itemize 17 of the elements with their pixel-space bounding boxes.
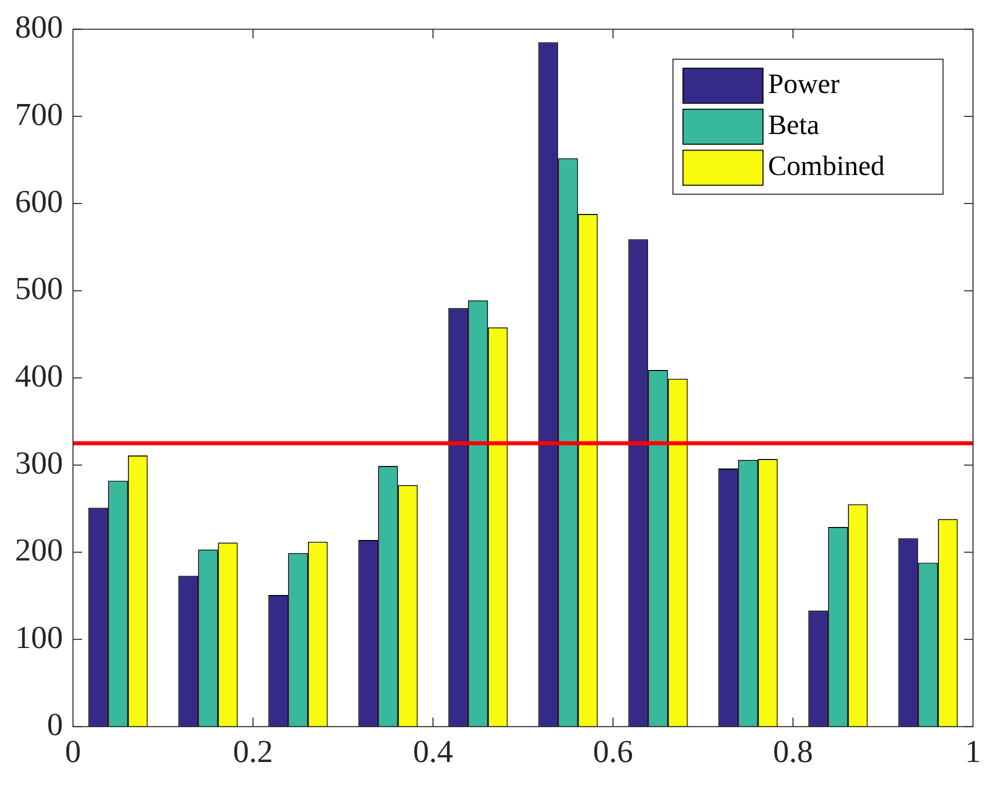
y-tick-label: 800: [15, 8, 63, 45]
x-tick-label: 0.2: [233, 733, 273, 770]
x-tick-label: 0.8: [773, 733, 813, 770]
legend-label: Beta: [768, 110, 820, 142]
y-tick-label: 600: [15, 182, 63, 219]
y-tick-label: 200: [15, 532, 63, 568]
legend-label: Power: [768, 69, 840, 100]
y-tick-label: 100: [15, 618, 63, 655]
x-tick-label: 0.6: [593, 733, 633, 770]
x-tick-label: 0.4: [413, 733, 453, 770]
x-tick-label: 1: [965, 733, 981, 770]
y-tick-label: 500: [15, 270, 63, 306]
y-tick-label: 0: [47, 706, 63, 742]
legend-label: Combined: [768, 151, 885, 182]
y-tick-label: 300: [15, 444, 63, 480]
y-tick-label: 400: [15, 357, 63, 394]
y-tick-label: 700: [15, 96, 63, 132]
